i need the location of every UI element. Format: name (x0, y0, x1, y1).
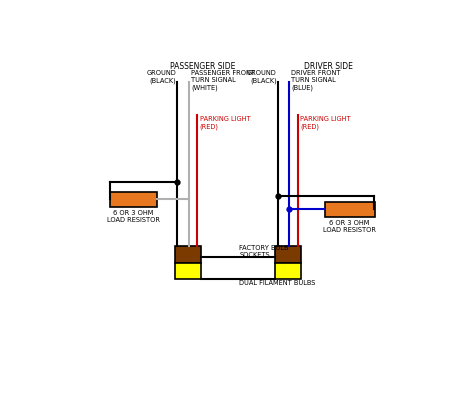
Text: DUAL FILAMENT BULBS: DUAL FILAMENT BULBS (239, 279, 316, 285)
FancyBboxPatch shape (275, 264, 301, 279)
Text: FACTORY BULB
SOCKETS: FACTORY BULB SOCKETS (239, 244, 289, 257)
FancyBboxPatch shape (275, 247, 301, 264)
Text: DRIVER FRONT
TURN SIGNAL
(BLUE): DRIVER FRONT TURN SIGNAL (BLUE) (292, 70, 341, 91)
Text: PASSENGER FRONT
TURN SIGNAL
(WHITE): PASSENGER FRONT TURN SIGNAL (WHITE) (191, 70, 255, 91)
FancyBboxPatch shape (110, 192, 157, 208)
FancyBboxPatch shape (325, 202, 374, 217)
Text: 6 OR 3 OHM
LOAD RESISTOR: 6 OR 3 OHM LOAD RESISTOR (107, 210, 160, 223)
Text: GROUND
(BLACK): GROUND (BLACK) (146, 70, 176, 83)
Text: PARKING LIGHT
(RED): PARKING LIGHT (RED) (200, 116, 250, 130)
Text: PARKING LIGHT
(RED): PARKING LIGHT (RED) (300, 116, 351, 130)
Text: 6 OR 3 OHM
LOAD RESISTOR: 6 OR 3 OHM LOAD RESISTOR (323, 220, 376, 233)
Text: GROUND
(BLACK): GROUND (BLACK) (247, 70, 277, 83)
Text: PASSENGER SIDE: PASSENGER SIDE (170, 62, 236, 70)
FancyBboxPatch shape (175, 247, 201, 264)
Text: DRIVER SIDE: DRIVER SIDE (304, 62, 353, 70)
FancyBboxPatch shape (175, 264, 201, 279)
